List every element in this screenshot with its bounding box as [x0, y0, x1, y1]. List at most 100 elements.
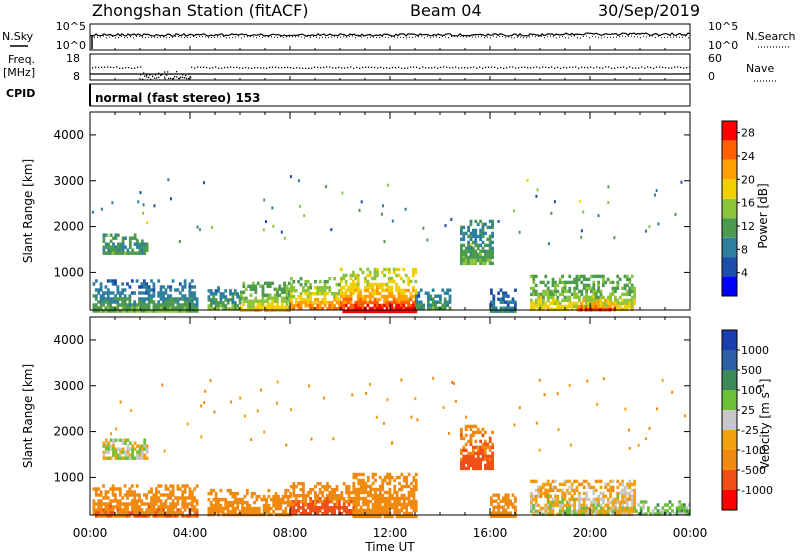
velocity-ylabel: Slant Range [km]: [21, 364, 35, 468]
heatmap-cell: [368, 273, 372, 278]
heatmap-cell: [383, 267, 386, 272]
heatmap-cell: [356, 300, 360, 305]
heatmap-cell: [488, 225, 492, 230]
heatmap-cell: [128, 242, 132, 246]
heatmap-cell: [491, 445, 494, 450]
heatmap-cell: [550, 211, 553, 215]
heatmap-cell: [446, 300, 449, 304]
heatmap-cell: [354, 499, 358, 504]
heatmap-cell: [484, 258, 487, 263]
heatmap-cell: [557, 428, 560, 432]
nave-dot: [242, 67, 244, 69]
heatmap-cell: [566, 506, 569, 511]
heatmap-cell: [359, 288, 362, 293]
heatmap-cell: [345, 488, 348, 492]
heatmap-cell: [272, 500, 276, 505]
heatmap-cell: [472, 445, 475, 450]
heatmap-cell: [623, 497, 627, 502]
noise-search-dot: [286, 36, 287, 38]
heatmap-cell: [623, 506, 627, 511]
heatmap-cell: [400, 309, 403, 314]
heatmap-cell: [128, 245, 132, 249]
heatmap-cell: [546, 286, 550, 291]
heatmap-cell: [347, 306, 350, 311]
heatmap-cell: [169, 502, 173, 506]
heatmap-cell: [302, 491, 305, 495]
heatmap-cell: [374, 472, 377, 477]
heatmap-cell: [558, 280, 562, 285]
heatmap-cell: [590, 274, 593, 279]
heatmap-cell: [481, 448, 485, 453]
heatmap-cell: [374, 496, 377, 501]
heatmap-cell: [479, 255, 482, 260]
heatmap-cell: [530, 286, 533, 291]
heatmap-cell: [274, 497, 278, 502]
heatmap-cell: [578, 295, 581, 300]
heatmap-cell: [611, 506, 615, 511]
noise-search-dot: [412, 37, 413, 38]
heatmap-cell: [123, 511, 127, 515]
noise-search-dot: [484, 37, 485, 39]
heatmap-cell: [283, 290, 286, 294]
heatmap-cell: [602, 377, 605, 381]
heatmap-cell: [644, 500, 648, 504]
heatmap-cell: [306, 280, 310, 284]
heatmap-cell: [561, 482, 564, 487]
noise-search-dot: [640, 37, 641, 39]
heatmap-cell: [121, 438, 125, 442]
heatmap-cell: [570, 509, 574, 514]
heatmap-cell: [534, 500, 538, 505]
heatmap-cell: [618, 307, 622, 312]
heatmap-cell: [136, 456, 139, 460]
heatmap-cell: [469, 222, 473, 227]
heatmap-cell: [176, 496, 180, 500]
heatmap-cell: [383, 499, 387, 504]
heatmap-cell: [104, 242, 108, 246]
heatmap-cell: [414, 499, 418, 504]
heatmap-cell: [140, 300, 144, 304]
heatmap-cell: [369, 487, 373, 492]
heatmap-cell: [321, 289, 324, 293]
heatmap-cell: [585, 503, 588, 508]
noise-right-tick-top: 10^5: [708, 20, 738, 33]
heatmap-cell: [618, 301, 622, 306]
heatmap-cell: [578, 482, 581, 487]
heatmap-cell: [616, 509, 620, 514]
heatmap-cell: [398, 514, 401, 519]
heatmap-cell: [412, 294, 415, 299]
heatmap-cell: [532, 497, 536, 502]
heatmap-cell: [240, 296, 243, 300]
heatmap-cell: [323, 497, 327, 501]
heatmap-cell: [190, 279, 194, 283]
noise-search-dot: [148, 36, 149, 38]
heatmap-cell: [407, 309, 410, 314]
heatmap-cell: [616, 274, 620, 279]
nave-dot: [149, 74, 151, 76]
heatmap-cell: [138, 248, 142, 252]
heatmap-cell: [102, 303, 105, 307]
nave-dot: [98, 66, 100, 69]
heatmap-cell: [152, 300, 156, 304]
heatmap-cell: [639, 512, 643, 516]
heatmap-cell: [397, 294, 401, 299]
heatmap-cell: [262, 506, 266, 511]
heatmap-cell: [326, 503, 329, 507]
nave-dot: [92, 67, 94, 69]
nave-dot: [383, 67, 385, 69]
heatmap-cell: [410, 493, 413, 498]
heatmap-cell: [254, 305, 258, 309]
heatmap-cell: [443, 297, 447, 301]
heatmap-cell: [362, 502, 365, 507]
nave-dot: [293, 67, 295, 69]
heatmap-cell: [542, 506, 545, 511]
heatmap-cell: [537, 292, 540, 297]
heatmap-cell: [140, 309, 144, 313]
heatmap-cell: [178, 487, 182, 491]
heatmap-cell: [626, 509, 629, 514]
heatmap-cell: [314, 503, 317, 507]
heatmap-cell: [502, 499, 505, 503]
heatmap-cell: [568, 295, 572, 300]
heatmap-cell: [255, 494, 259, 499]
heatmap-cell: [226, 503, 230, 508]
